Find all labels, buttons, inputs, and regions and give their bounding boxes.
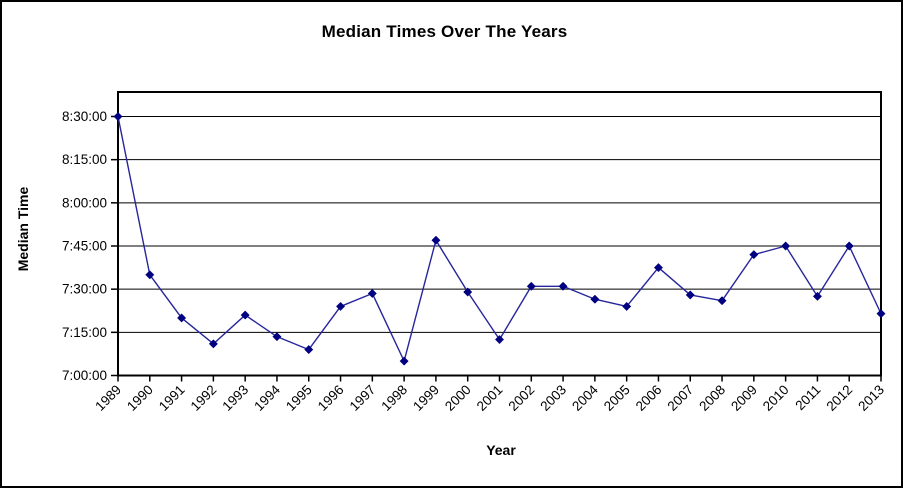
data-point-1993 <box>240 310 250 320</box>
data-point-2009 <box>749 250 759 260</box>
data-point-1991 <box>177 313 187 323</box>
data-point-1999 <box>431 235 441 245</box>
x-tick-label-2011: 2011 <box>792 382 823 413</box>
data-point-2007 <box>685 290 695 300</box>
data-point-2013 <box>876 309 886 319</box>
y-tick-label-8:30:00: 8:30:00 <box>62 109 107 124</box>
series-line-median-time <box>117 116 882 362</box>
y-tick-label-7:15:00: 7:15:00 <box>62 325 107 340</box>
data-point-2005 <box>622 301 632 311</box>
x-tick-label-1994: 1994 <box>251 382 283 414</box>
x-tick-label-1998: 1998 <box>378 382 410 414</box>
plot-border <box>117 91 882 377</box>
x-tick-label-2012: 2012 <box>823 382 855 414</box>
y-tick-label-8:15:00: 8:15:00 <box>62 152 107 167</box>
x-tick-label-1989: 1989 <box>92 382 124 414</box>
data-point-1995 <box>304 345 314 355</box>
data-point-2004 <box>590 294 600 304</box>
x-tick-label-2000: 2000 <box>442 382 474 414</box>
x-tick-label-2008: 2008 <box>696 382 728 414</box>
x-tick-label-2005: 2005 <box>601 382 633 414</box>
data-point-2003 <box>558 281 568 291</box>
y-tick-label-7:00:00: 7:00:00 <box>62 368 107 383</box>
x-tick-label-1993: 1993 <box>219 382 251 414</box>
data-point-2010 <box>781 241 791 251</box>
x-tick-label-2013: 2013 <box>855 382 887 414</box>
x-tick-label-2009: 2009 <box>728 382 760 414</box>
x-tick-label-2007: 2007 <box>665 382 697 414</box>
data-point-2001 <box>494 334 505 345</box>
data-point-2002 <box>526 281 536 291</box>
x-tick-label-1996: 1996 <box>315 382 347 414</box>
x-tick-label-1991: 1991 <box>156 382 188 414</box>
y-tick-label-7:45:00: 7:45:00 <box>62 239 107 254</box>
data-point-1994 <box>272 332 282 342</box>
data-point-2008 <box>717 296 727 306</box>
data-point-1998 <box>399 356 409 366</box>
data-point-1997 <box>367 288 377 299</box>
x-tick-label-2010: 2010 <box>760 382 792 414</box>
x-tick-label-2003: 2003 <box>537 382 569 414</box>
data-point-2012 <box>844 241 854 251</box>
x-tick-label-2006: 2006 <box>633 382 665 414</box>
y-tick-label-8:00:00: 8:00:00 <box>62 195 107 210</box>
y-tick-label-7:30:00: 7:30:00 <box>62 282 107 297</box>
x-axis-title: Year <box>486 442 516 458</box>
data-point-2000 <box>463 287 473 297</box>
chart-title: Median Times Over The Years <box>321 22 568 41</box>
data-point-1992 <box>208 339 218 349</box>
data-point-2011 <box>812 291 822 301</box>
x-tick-label-1999: 1999 <box>410 382 442 414</box>
data-point-2006 <box>653 263 664 273</box>
x-tick-label-1992: 1992 <box>188 382 220 414</box>
x-tick-label-2004: 2004 <box>569 382 601 414</box>
x-tick-label-1990: 1990 <box>124 382 156 414</box>
x-tick-label-2002: 2002 <box>506 382 538 414</box>
data-point-1996 <box>335 301 346 311</box>
x-tick-label-2001: 2001 <box>474 382 506 414</box>
x-tick-label-1995: 1995 <box>283 382 315 414</box>
data-point-1989 <box>113 111 123 122</box>
data-point-1990 <box>145 270 155 280</box>
x-tick-label-1997: 1997 <box>347 382 379 414</box>
